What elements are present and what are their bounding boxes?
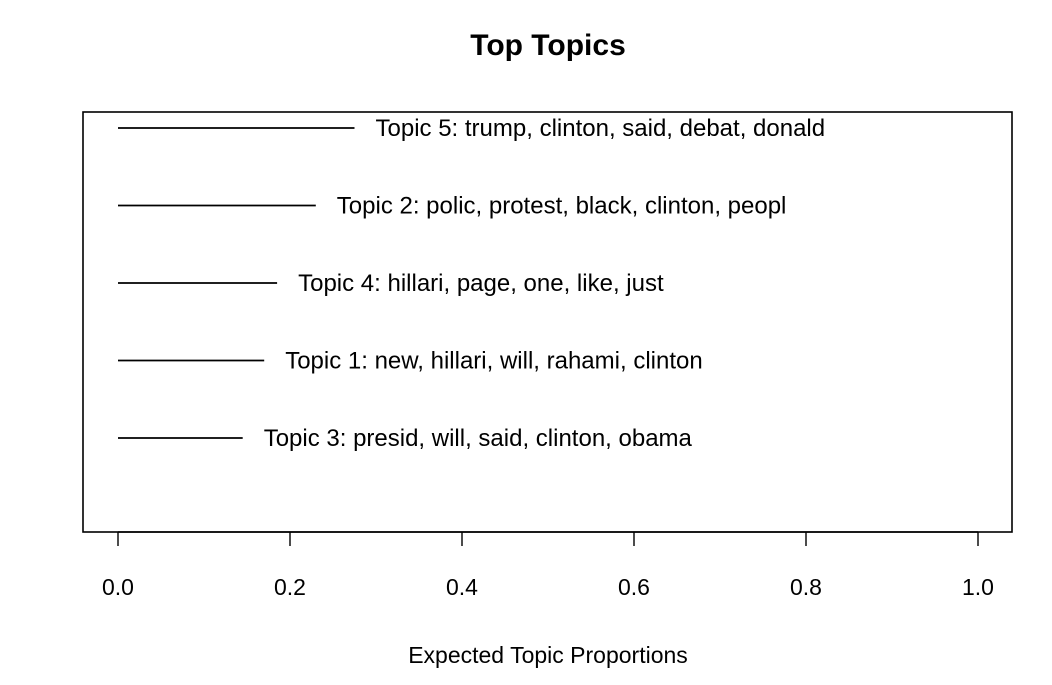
bar-label: Topic 1: new, hillari, will, rahami, cli… [285,348,703,375]
bar-group: Topic 5: trump, clinton, said, debat, do… [118,115,825,452]
bar-label: Topic 2: polic, protest, black, clinton,… [337,193,787,220]
x-axis: 0.0 0.2 0.4 0.6 0.8 1.0 [102,531,994,600]
x-tick-label: 0.4 [446,574,478,600]
chart-title: Top Topics [470,29,626,62]
x-axis-label: Expected Topic Proportions [408,642,688,668]
x-tick-label: 0.0 [102,574,134,600]
x-tick-label: 1.0 [962,574,994,600]
plot-frame [82,111,1013,533]
bar-label: Topic 4: hillari, page, one, like, just [298,270,664,297]
bar-label: Topic 5: trump, clinton, said, debat, do… [376,115,826,142]
bar-label: Topic 3: presid, will, said, clinton, ob… [264,425,693,452]
x-tick-label: 0.8 [790,574,822,600]
x-tick-label: 0.6 [618,574,650,600]
x-tick-label: 0.2 [274,574,306,600]
